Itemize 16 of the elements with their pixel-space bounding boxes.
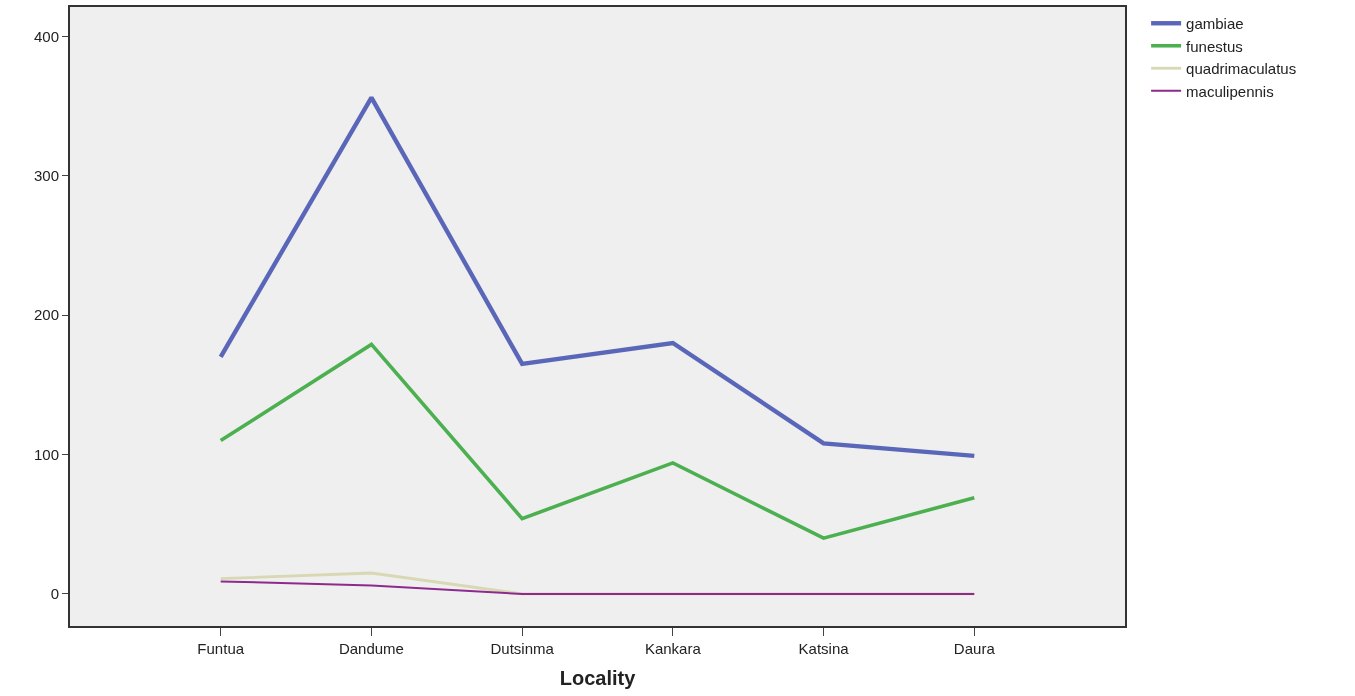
y-tick-label: 400 bbox=[33, 27, 59, 45]
legend-label: quadrimaculatus bbox=[1186, 60, 1297, 78]
legend-label: funestus bbox=[1186, 37, 1243, 55]
x-tick-label: Dandume bbox=[338, 640, 404, 657]
x-tick-label: Funtua bbox=[197, 640, 245, 657]
legend-label: maculipennis bbox=[1186, 82, 1274, 100]
x-tick-label: Dutsinma bbox=[490, 640, 555, 657]
legend-label: gambiae bbox=[1186, 15, 1244, 33]
x-tick-label: Kankara bbox=[644, 640, 702, 657]
x-tick-label: Daura bbox=[953, 640, 996, 657]
y-tick-label: 100 bbox=[33, 445, 59, 463]
y-tick-label: 300 bbox=[33, 166, 59, 184]
y-tick-label: 0 bbox=[50, 585, 59, 603]
y-tick-label: 200 bbox=[33, 306, 59, 324]
x-axis-title: Locality bbox=[559, 667, 637, 689]
x-tick-label: Katsina bbox=[798, 640, 850, 657]
